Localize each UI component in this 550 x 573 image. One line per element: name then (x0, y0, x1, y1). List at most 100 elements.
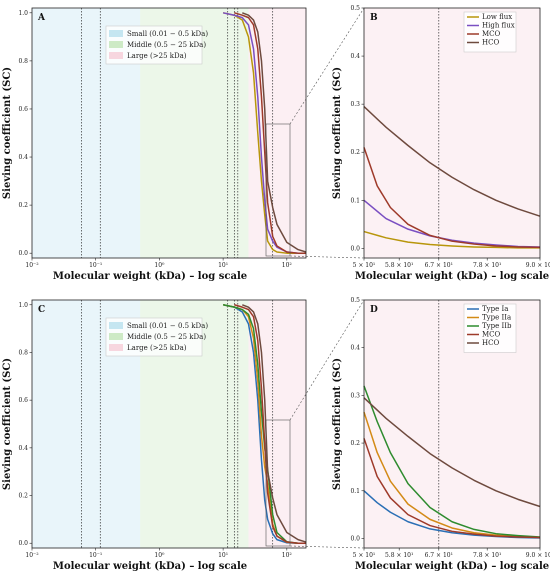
y-tick-label: 0.4 (18, 445, 28, 452)
legend-swatch-small (109, 30, 123, 37)
legend-label-small: Small (0.01 − 0.5 kDa) (127, 30, 208, 38)
x-axis-label: Molecular weight (kDa) – log scale (53, 561, 247, 572)
series-line-type-ia (222, 304, 306, 544)
y-axis-label: Sieving coefficient (SC) (2, 358, 13, 490)
x-tick-label: 7.8 × 10¹ (473, 262, 501, 269)
legend-label-type-ia: Type Ia (482, 305, 508, 313)
legend-label-low-flux: Low flux (482, 13, 512, 21)
x-axis-label: Molecular weight (kDa) – log scale (355, 561, 549, 572)
y-tick-label: 0.0 (18, 540, 28, 547)
legend-label-hco: HCO (482, 339, 499, 347)
y-tick-label: 0.2 (18, 493, 28, 500)
x-tick-label: 7.8 × 10¹ (473, 552, 501, 559)
y-tick-label: 0.6 (18, 106, 28, 113)
zoom-connector (289, 7, 365, 125)
zoom-connector (289, 255, 365, 259)
plot-frame (31, 7, 307, 259)
y-tick-label: 0.3 (350, 392, 360, 399)
legend-label-type-iia: Type IIa (482, 314, 511, 322)
y-tick-label: 0.2 (350, 440, 360, 447)
legend-label-middle: Middle (0.5 − 25 kDa) (127, 41, 206, 49)
y-tick-label: 1.0 (18, 302, 28, 309)
y-tick-label: 0.0 (350, 535, 360, 542)
legend-label-mco: MCO (482, 331, 501, 339)
x-tick-label: 10⁻¹ (89, 262, 102, 269)
series-line-hco (363, 106, 541, 217)
y-tick-label: 0.4 (350, 53, 360, 60)
x-tick-label: 10¹ (218, 262, 228, 269)
zoom-indicator-c (265, 299, 365, 549)
panel-letter: A (37, 13, 46, 23)
y-tick-label: 0.4 (350, 345, 360, 352)
y-tick-label: 0.1 (350, 488, 360, 495)
x-tick-label: 10⁻² (25, 552, 39, 559)
legend-swatch-small (109, 322, 123, 329)
zoom-box (265, 123, 291, 257)
y-axis-label: Sieving coefficient (SC) (332, 358, 343, 490)
series-line-mco (363, 438, 541, 539)
panel-c: 0.0 0.2 0.4 0.6 0.8 1.0 10⁻² 10⁻¹ 10⁰ 10¹ 10² Molec… (2, 299, 307, 572)
x-tick-label: 10⁻¹ (89, 552, 102, 559)
legend-label-type-iib: Type IIb (482, 322, 512, 330)
x-tick-label: 5 × 10¹ (353, 262, 376, 269)
region-legend: Small (0.01 − 0.5 kDa) Middle (0.5 − 25 k… (105, 317, 208, 357)
legend-label-large: Large (>25 kDa) (127, 52, 187, 60)
y-tick-label: 0.5 (350, 297, 360, 304)
x-tick-label: 5.8 × 10¹ (385, 262, 413, 269)
x-tick-label: 9.0 × 10¹ (526, 552, 550, 559)
series-line-mco (363, 147, 541, 249)
series-line-mco (234, 304, 306, 544)
x-tick-label: 6.7 × 10¹ (425, 262, 453, 269)
series-line-low-flux (222, 12, 306, 254)
legend-label-large: Large (>25 kDa) (127, 344, 187, 352)
y-tick-label: 0.0 (18, 250, 28, 257)
x-tick-label: 10² (282, 262, 293, 269)
x-tick-label: 10⁻² (25, 262, 39, 269)
legend-swatch-middle (109, 333, 123, 340)
y-tick-label: 0.5 (350, 5, 360, 12)
x-tick-label: 10⁰ (154, 552, 165, 559)
region-legend: Small (0.01 − 0.5 kDa) Middle (0.5 − 25 k… (105, 25, 208, 65)
y-tick-label: 0.6 (18, 397, 28, 404)
series-line-type-iib (363, 385, 541, 538)
x-tick-label: 10¹ (218, 552, 228, 559)
plot-frame (31, 299, 307, 549)
x-axis-label: Molecular weight (kDa) – log scale (355, 271, 549, 282)
panel-b: 0.0 0.1 0.2 0.3 0.4 0.5 5 × 10¹ 5.8 × 10¹ 6.7 × … (332, 5, 550, 282)
y-tick-label: 0.3 (350, 101, 360, 108)
x-axis-label: Molecular weight (kDa) – log scale (53, 271, 247, 282)
y-tick-label: 0.8 (18, 58, 28, 65)
y-axis-label: Sieving coefficient (SC) (332, 67, 343, 199)
series-line-mco (234, 12, 306, 254)
legend-label-high-flux: High flux (482, 22, 515, 30)
y-tick-label: 0.2 (350, 149, 360, 156)
series-line-low-flux (363, 230, 540, 249)
series-line-hco (363, 397, 541, 508)
y-tick-label: 0.0 (350, 245, 360, 252)
y-tick-label: 0.4 (18, 154, 28, 161)
zoom-box (265, 419, 291, 547)
y-tick-label: 0.1 (350, 197, 360, 204)
panel-d: 0.0 0.1 0.2 0.3 0.4 0.5 5 × 10¹ 5.8 × 10¹ 6.7 × … (332, 297, 550, 572)
legend-label-hco: HCO (482, 39, 499, 47)
x-tick-label: 5 × 10¹ (353, 552, 376, 559)
legend-swatch-large (109, 52, 123, 59)
legend-label-middle: Middle (0.5 − 25 kDa) (127, 333, 206, 341)
legend-swatch-large (109, 344, 123, 351)
legend-label-mco: MCO (482, 30, 501, 38)
x-tick-label: 10⁰ (154, 262, 165, 269)
y-tick-label: 0.2 (18, 202, 28, 209)
x-tick-label: 5.8 × 10¹ (385, 552, 413, 559)
panel-letter: B (370, 13, 378, 23)
y-tick-label: 1.0 (18, 10, 28, 17)
x-tick-label: 10² (282, 552, 293, 559)
panel-letter: C (38, 305, 45, 315)
panel-a: 0.0 0.2 0.4 0.6 0.8 1.0 10⁻² 10⁻¹ 10⁰ 10¹ 10² Molec… (2, 7, 307, 282)
legend-box (463, 11, 517, 53)
legend-swatch-middle (109, 41, 123, 48)
x-tick-label: 9.0 × 10¹ (526, 262, 550, 269)
legend-box (463, 303, 517, 353)
zoom-indicator-a (265, 7, 365, 259)
